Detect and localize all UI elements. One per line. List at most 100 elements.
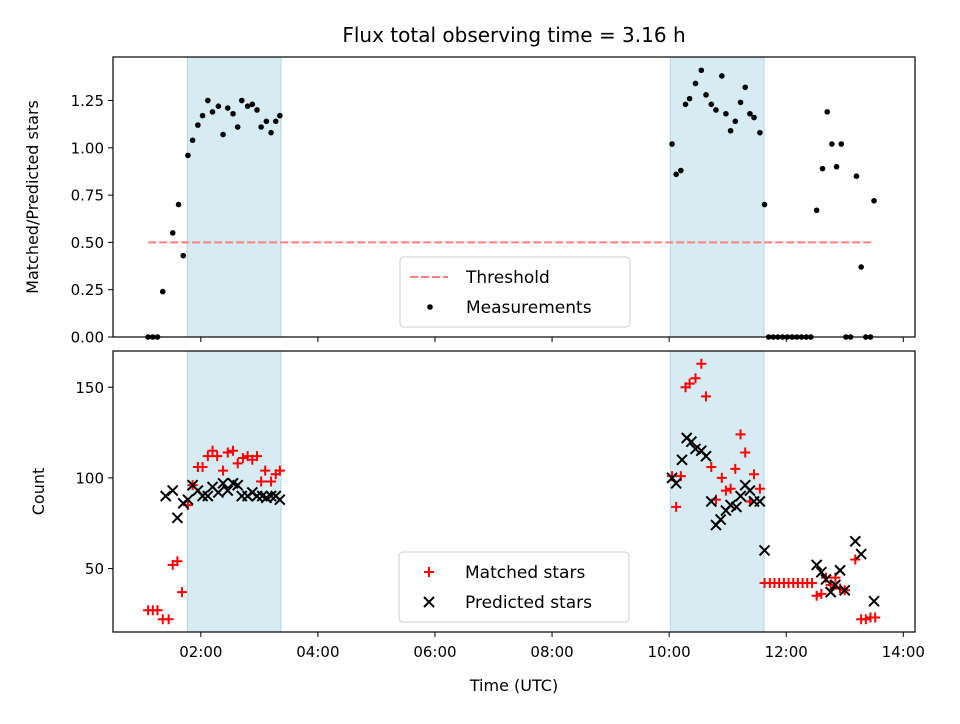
x-tick-label: 08:00: [530, 643, 573, 661]
data-point: [714, 513, 727, 526]
data-point: [252, 451, 263, 462]
data-point: [716, 472, 727, 483]
data-point: [813, 207, 820, 214]
x-tick-label: 02:00: [179, 643, 222, 661]
count-panel-frame: [112, 350, 916, 633]
data-point: [182, 493, 194, 506]
shaded-interval: [669, 56, 765, 338]
data-point: [237, 452, 248, 463]
data-point: [747, 110, 753, 117]
data-point: [698, 67, 705, 74]
data-point: [692, 80, 699, 87]
data-point: [838, 141, 845, 147]
data-point: [172, 556, 183, 567]
data-point: [215, 103, 222, 109]
data-point: [256, 476, 267, 487]
data-point: [678, 167, 684, 174]
data-point: [231, 479, 244, 491]
data-point: [175, 201, 182, 208]
data-point: [199, 112, 206, 119]
data-point: [810, 559, 823, 571]
data-point: [860, 614, 871, 625]
data-point: [222, 484, 234, 497]
count-panel-x-axis: 02:00 04:00 06:00 08:00 10:00 12:00 14:00: [179, 632, 925, 661]
data-point: [169, 230, 176, 236]
data-point: [265, 490, 277, 502]
data-point: [701, 391, 712, 402]
data-point: [207, 445, 218, 456]
x-tick-label: 12:00: [765, 643, 808, 661]
data-point: [209, 109, 216, 115]
data-point: [700, 450, 712, 462]
data-point: [670, 477, 682, 490]
legend-label: Threshold: [465, 268, 550, 288]
data-point: [180, 252, 187, 259]
data-point: [266, 476, 277, 487]
data-point: [212, 451, 223, 462]
data-point: [228, 445, 239, 456]
data-point: [212, 486, 225, 499]
data-point: [202, 490, 214, 502]
data-point: [708, 101, 715, 108]
data-point: [268, 129, 274, 136]
data-point: [849, 535, 861, 548]
data-point: [254, 107, 260, 113]
data-point: [703, 92, 709, 98]
data-point: [171, 512, 184, 524]
data-point: [829, 141, 835, 147]
data-point: [871, 197, 877, 204]
x-tick-label: 04:00: [296, 643, 339, 661]
count-panel-x-label: Time (UTC): [469, 676, 558, 695]
count-panel-y-axis: 50 100 150: [75, 379, 113, 578]
data-point: [737, 99, 744, 106]
legend-marker-swatch: [424, 567, 434, 577]
data-point: [833, 163, 840, 170]
legend-label: Measurements: [466, 298, 592, 318]
data-point: [671, 501, 682, 512]
ratio-panel-legend: Threshold Measurements: [399, 256, 631, 328]
data-point: [816, 588, 827, 599]
data-point: [749, 469, 760, 480]
data-point: [217, 477, 229, 490]
data-point: [682, 101, 689, 108]
data-point: [824, 586, 837, 598]
count-panel-points: [143, 358, 881, 625]
data-point: [744, 484, 756, 497]
data-point: [713, 107, 719, 113]
axes-frame: [112, 350, 916, 633]
legend-label: Predicted stars: [465, 593, 592, 613]
data-point: [754, 483, 765, 494]
y-tick-label: 0.00: [71, 329, 104, 347]
y-tick-label: 1.25: [71, 92, 104, 110]
data-point: [761, 201, 768, 208]
data-point: [821, 572, 832, 583]
data-point: [858, 264, 864, 270]
data-point: [238, 97, 245, 104]
legend-marker-swatch: [423, 596, 435, 608]
data-point: [829, 579, 842, 591]
data-point: [686, 95, 693, 102]
ratio-panel-frame: [112, 56, 916, 338]
data-point: [723, 110, 729, 117]
ratio-panel-points: [145, 67, 877, 340]
data-point: [740, 447, 751, 458]
y-tick-label: 150: [75, 379, 104, 397]
data-point: [274, 465, 285, 476]
data-point: [758, 544, 771, 557]
data-point: [839, 584, 851, 597]
legend-label: Matched stars: [465, 563, 585, 583]
data-point: [811, 590, 822, 601]
axes-frame: [112, 56, 916, 338]
data-point: [742, 84, 749, 91]
data-point: [185, 152, 191, 159]
data-point: [734, 490, 747, 502]
data-point: [177, 587, 188, 598]
data-point: [868, 595, 880, 607]
data-point: [834, 564, 846, 577]
data-point: [757, 129, 763, 136]
data-point: [152, 605, 163, 616]
data-point: [696, 358, 707, 369]
data-point: [855, 548, 867, 560]
data-point: [684, 378, 695, 389]
